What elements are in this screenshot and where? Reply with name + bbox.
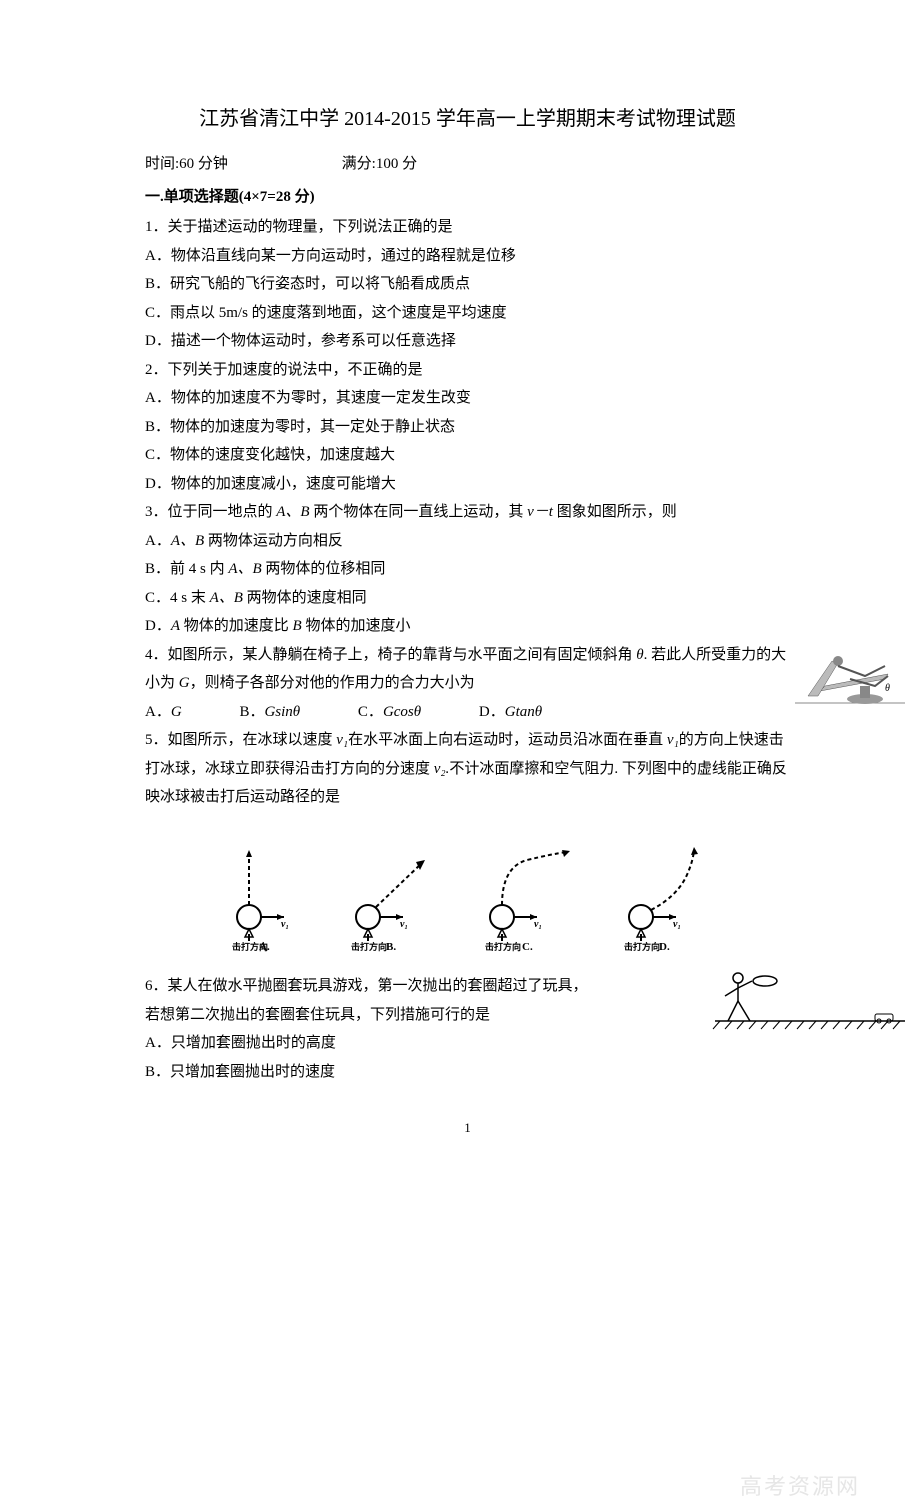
chair-diagram: θ (790, 641, 910, 711)
svg-text:击打方向: 击打方向 (351, 941, 387, 952)
q4-D: D．Gtanθ (479, 698, 542, 727)
q1-B: B．研究飞船的飞行姿态时，可以将飞船看成质点 (145, 270, 790, 299)
q4-A: A．G (145, 698, 182, 727)
svg-text:C.: C. (522, 941, 533, 952)
score-label: 满分:100 分 (342, 150, 417, 179)
q3-A: A．A、B 两物体运动方向相反 (145, 527, 790, 556)
q3-D: D．A 物体的加速度比 B 物体的加速度小 (145, 612, 790, 641)
q2-A: A．物体的加速度不为零时，其速度一定发生改变 (145, 384, 790, 413)
q3-C: C．4 s 末 A、B 两物体的速度相同 (145, 584, 790, 613)
hoop-diagram (710, 966, 910, 1036)
svg-text:v₁: v₁ (673, 919, 681, 930)
svg-text:v₁: v₁ (281, 919, 289, 930)
q4-B: B．Gsinθ (239, 698, 300, 727)
q4-C: C．Gcosθ (358, 698, 421, 727)
q2-text: 2．下列关于加速度的说法中，不正确的是 (145, 356, 790, 385)
svg-text:θ: θ (885, 683, 890, 694)
question-5: 5．如图所示，在冰球以速度 v₁在水平冰面上向右运动时，运动员沿冰面在垂直 v₁… (145, 726, 790, 972)
question-4: 4．如图所示，某人静躺在椅子上，椅子的靠背与水平面之间有固定倾斜角 θ. 若此人… (145, 641, 790, 727)
q3-pre: 3．位于同一地点的 (145, 504, 276, 520)
q3-suf: 图象如图所示，则 (553, 504, 677, 520)
q5-diagrams: v₁ 击打方向 A. v₁ 击打方向 B. (145, 812, 790, 973)
meta-line: 时间:60 分钟 满分:100 分 (145, 150, 790, 179)
page-title: 江苏省清江中学 2014-2015 学年高一上学期期末考试物理试题 (145, 100, 790, 138)
page-number: 1 (145, 1116, 790, 1141)
q1-text: 1．关于描述运动的物理量，下列说法正确的是 (145, 213, 790, 242)
q3-vt: v－t (527, 504, 553, 520)
q6-B: B．只增加套圈抛出时的速度 (145, 1058, 790, 1087)
q1-C: C．雨点以 5m/s 的速度落到地面，这个速度是平均速度 (145, 299, 790, 328)
question-1: 1．关于描述运动的物理量，下列说法正确的是 A．物体沿直线向某一方向运动时，通过… (145, 213, 790, 356)
q4-text: 4．如图所示，某人静躺在椅子上，椅子的靠背与水平面之间有固定倾斜角 θ. 若此人… (145, 641, 790, 698)
q1-D: D．描述一个物体运动时，参考系可以任意选择 (145, 327, 790, 356)
svg-text:B.: B. (386, 941, 396, 952)
q5-text: 5．如图所示，在冰球以速度 v₁在水平冰面上向右运动时，运动员沿冰面在垂直 v₁… (145, 726, 790, 812)
q6-text: 6．某人在做水平抛圈套玩具游戏，第一次抛出的套圈超过了玩具，若想第二次抛出的套圈… (145, 972, 790, 1029)
svg-text:击打方向: 击打方向 (485, 941, 521, 952)
q6-A: A．只增加套圈抛出时的高度 (145, 1029, 790, 1058)
q3-ab: A、B (276, 504, 309, 520)
section-heading: 一.单项选择题(4×7=28 分) (145, 183, 790, 212)
svg-text:A.: A. (259, 941, 270, 952)
svg-text:v₁: v₁ (400, 919, 408, 930)
question-6: 6．某人在做水平抛圈套玩具游戏，第一次抛出的套圈超过了玩具，若想第二次抛出的套圈… (145, 972, 790, 1086)
question-2: 2．下列关于加速度的说法中，不正确的是 A．物体的加速度不为零时，其速度一定发生… (145, 356, 790, 499)
q2-D: D．物体的加速度减小，速度可能增大 (145, 470, 790, 499)
q3-B: B．前 4 s 内 A、B 两物体的位移相同 (145, 555, 790, 584)
q3-mid: 两个物体在同一直线上运动，其 (310, 504, 528, 520)
time-label: 时间:60 分钟 (145, 150, 228, 179)
q2-C: C．物体的速度变化越快，加速度越大 (145, 441, 790, 470)
svg-text:D.: D. (659, 941, 670, 952)
q3-text: 3．位于同一地点的 A、B 两个物体在同一直线上运动，其 v－t 图象如图所示，… (145, 498, 790, 527)
watermark: 高考资源网 (740, 1466, 860, 1508)
svg-text:击打方向: 击打方向 (624, 941, 660, 952)
q2-B: B．物体的加速度为零时，其一定处于静止状态 (145, 413, 790, 442)
svg-text:v₁: v₁ (534, 919, 542, 930)
question-3: 3．位于同一地点的 A、B 两个物体在同一直线上运动，其 v－t 图象如图所示，… (145, 498, 790, 641)
q1-A: A．物体沿直线向某一方向运动时，通过的路程就是位移 (145, 242, 790, 271)
